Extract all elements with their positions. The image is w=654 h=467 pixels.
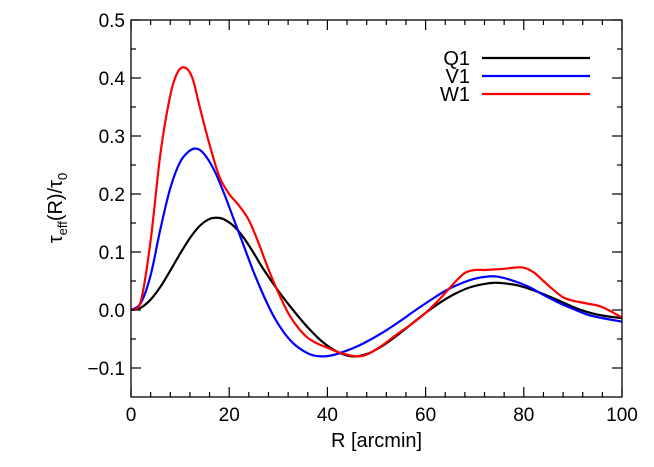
y-axis-title-mid: (R)/τ xyxy=(45,180,67,221)
x-tick-label: 100 xyxy=(606,405,638,426)
series-layer xyxy=(130,66,623,358)
y-tick-label: 0.1 xyxy=(99,243,125,264)
y-axis-title: τeff(R)/τ0 xyxy=(45,173,70,244)
plot-frame xyxy=(130,19,623,398)
x-tick-label: 40 xyxy=(317,405,338,426)
ticks-layer xyxy=(130,19,623,397)
y-tick-label: 0.0 xyxy=(99,301,125,322)
y-axis-title-sub-eff: eff xyxy=(55,221,70,236)
y-axis-title-tau: τ xyxy=(45,235,67,243)
legend-label-w1: W1 xyxy=(440,84,470,106)
series-line-v1 xyxy=(130,147,623,358)
y-axis-title-sub-0: 0 xyxy=(55,173,70,180)
x-tick-label: 80 xyxy=(513,405,534,426)
x-tick-label: 20 xyxy=(219,405,240,426)
y-tick-label: 0.2 xyxy=(99,185,125,206)
x-axis-title: R [arcmin] xyxy=(331,430,422,452)
x-tick-label: 0 xyxy=(126,405,137,426)
legend-label-q1: Q1 xyxy=(443,48,470,70)
series-line-w1 xyxy=(130,66,623,358)
legend-label-v1: V1 xyxy=(446,66,470,88)
y-tick-label: 0.3 xyxy=(99,127,125,148)
x-tick-label: 60 xyxy=(415,405,436,426)
y-tick-label: 0.4 xyxy=(99,69,126,90)
y-tick-label: −0.1 xyxy=(87,359,125,380)
y-tick-label: 0.5 xyxy=(99,11,125,32)
tick-labels: 0 20 40 60 80 100 −0.1 0.0 0.1 0.2 0.3 0.4 0.5 xyxy=(87,11,637,426)
